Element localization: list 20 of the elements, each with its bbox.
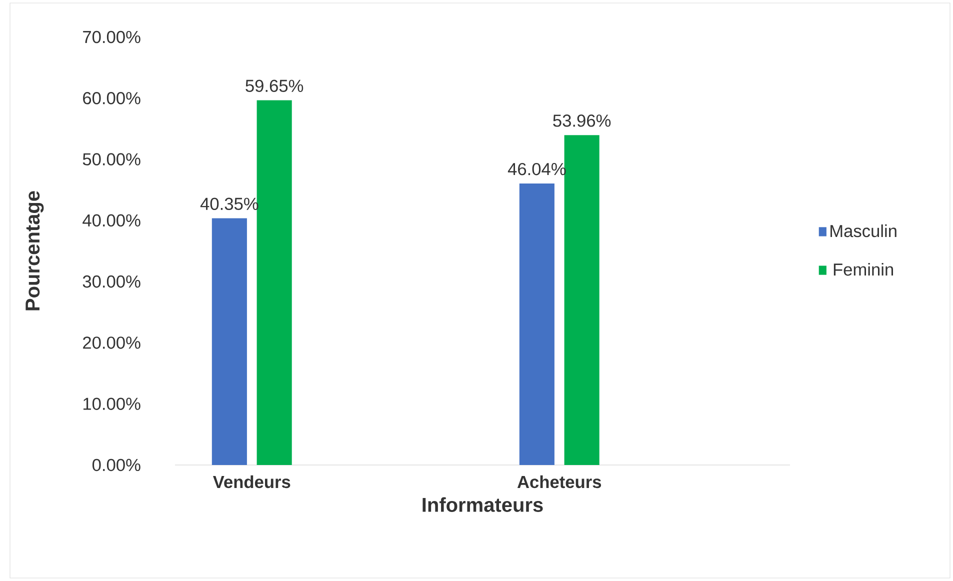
y-tick-label: 20.00% <box>83 336 140 349</box>
bar <box>564 135 600 465</box>
x-tick-label: Acheteurs <box>517 475 602 488</box>
x-tick-label: Vendeurs <box>212 475 290 488</box>
data-label: 53.96% <box>553 114 611 127</box>
y-axis-title: Pourcentage <box>26 191 44 310</box>
bar <box>256 100 292 465</box>
y-tick-label: 40.00% <box>82 214 140 227</box>
data-label: 59.65% <box>246 80 304 92</box>
y-tick-label: 30.00% <box>82 275 140 288</box>
bar <box>519 183 554 465</box>
legend-label: Feminin <box>834 262 893 276</box>
legend-label: Masculin <box>830 224 896 238</box>
y-tick-label: 70.00% <box>83 30 140 44</box>
bar <box>212 218 247 465</box>
y-tick-label: 60.00% <box>83 92 140 104</box>
y-tick-label: 10.00% <box>83 398 140 410</box>
y-tick-label: 0.00% <box>92 458 140 472</box>
y-tick-label: 50.00% <box>82 153 140 166</box>
x-axis-title: Informateurs <box>422 497 543 512</box>
